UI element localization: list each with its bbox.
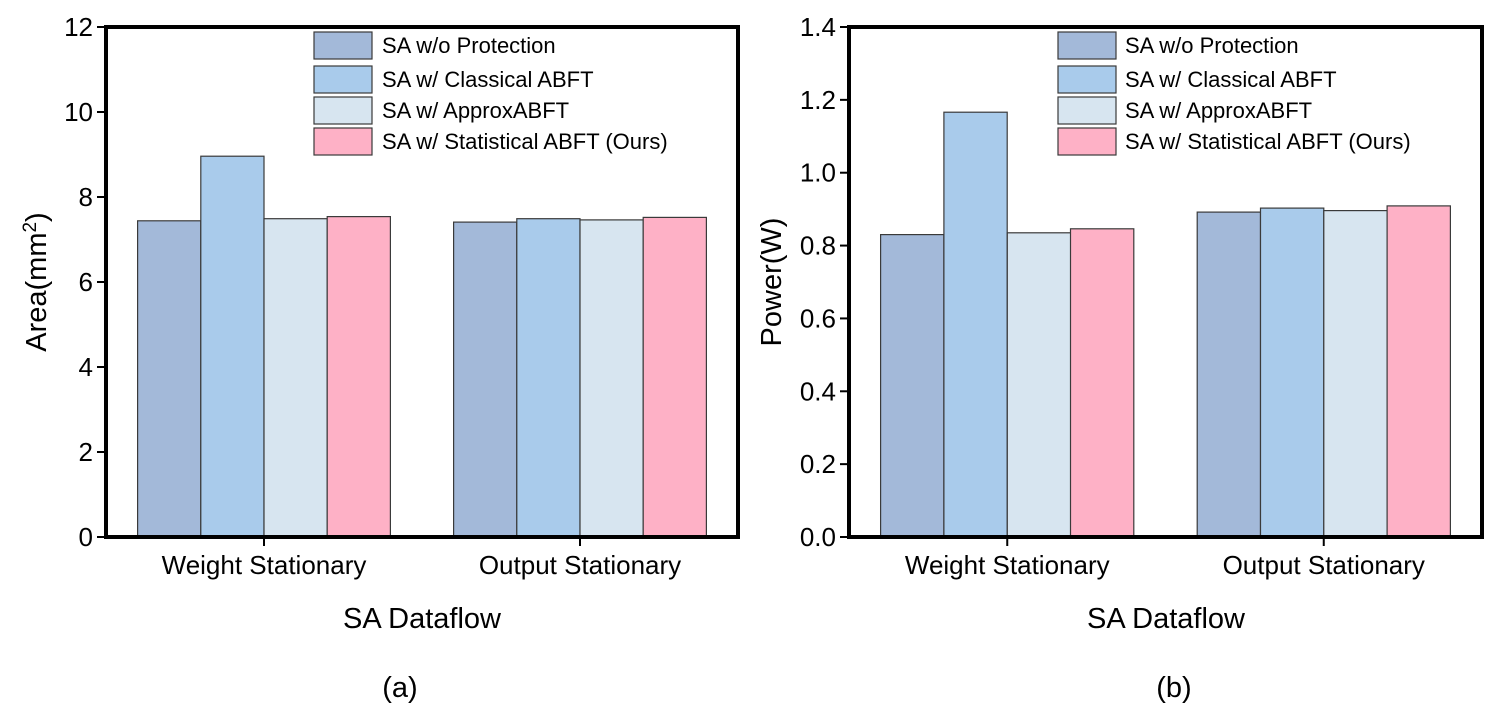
area-legend-label-4: SA w/ Statistical ABFT (Ours) [382,129,668,154]
power-y-tick-label: 1.4 [800,12,836,42]
area-y-axis-title: Area(mm2) [20,212,53,351]
power-plot-frame [847,25,1484,539]
power-bar-4-1 [1069,228,1135,538]
power-chart: Power(W) SA Dataflow (b) 0.0 0.2 0.4 0.6 0.8… [756,12,1484,704]
area-y-tick-label: 4 [79,352,93,382]
area-legend-label-2: SA w/ Classical ABFT [382,67,594,92]
power-y-tick-label: 0.8 [800,231,836,261]
area-y-tick-label: 0 [79,522,93,552]
power-x-category-label: Weight Stationary [905,550,1110,580]
area-x-category-label: Output Stationary [479,550,681,580]
area-legend-label-1: SA w/o Protection [382,33,556,58]
area-chart: Area(mm2) SA Dataflow (a) 0 2 4 6 8 10 12 Weigh… [20,12,740,704]
area-legend-swatch-2 [313,65,373,94]
area-legend-label-3: SA w/ ApproxABFT [382,98,569,123]
area-legend-swatch-1 [313,31,373,60]
power-bar-2-1 [943,111,1008,538]
power-y-axis-title: Power(W) [756,218,788,347]
power-legend-swatch-1 [1057,31,1117,60]
power-y-tick-label: 0.6 [800,303,836,333]
area-y-tick-label: 8 [79,182,93,212]
area-y-tick-label: 12 [64,12,93,42]
power-bar-3-2 [1323,210,1388,538]
power-bar-1-2 [1196,211,1262,538]
area-bar-2-1 [200,155,265,538]
power-legend-label-4: SA w/ Statistical ABFT (Ours) [1125,129,1411,154]
area-bar-2-2 [516,218,581,538]
power-bar-1-1 [879,234,945,538]
power-y-tick-label: 0.2 [800,449,836,479]
power-panel-caption: (b) [1156,672,1191,704]
power-y-tick-label: 1.2 [800,85,836,115]
area-bar-1-1 [137,220,202,538]
area-y-tick-label: 6 [79,267,93,297]
area-bar-4-1 [326,216,392,538]
power-bar-4-2 [1386,205,1451,538]
area-panel-caption: (a) [382,672,417,704]
area-y-tick-label: 2 [79,437,93,467]
area-x-axis-title: SA Dataflow [343,603,502,635]
area-bar-1-2 [453,221,518,538]
power-legend-swatch-3 [1057,96,1117,125]
power-x-category-label: Output Stationary [1223,550,1425,580]
area-bar-3-2 [579,219,644,538]
power-legend-label-3: SA w/ ApproxABFT [1125,98,1312,123]
power-legend-swatch-2 [1057,65,1117,94]
area-x-category-label: Weight Stationary [162,550,367,580]
power-y-tick-label: 0.4 [800,376,836,406]
area-legend-swatch-4 [313,127,373,156]
area-plot-frame [104,25,740,539]
power-legend-label-2: SA w/ Classical ABFT [1125,67,1337,92]
area-legend-swatch-3 [313,96,373,125]
power-x-axis-title: SA Dataflow [1087,603,1246,635]
area-bar-3-1 [263,218,328,538]
power-y-tick-label: 1.0 [800,158,836,188]
area-y-tick-label: 10 [64,97,93,127]
power-y-tick-label: 0.0 [800,522,836,552]
power-legend-label-1: SA w/o Protection [1125,33,1299,58]
power-legend-swatch-4 [1057,127,1117,156]
power-bar-3-1 [1006,232,1072,538]
power-bar-2-2 [1259,207,1325,538]
area-bar-4-2 [642,216,708,538]
